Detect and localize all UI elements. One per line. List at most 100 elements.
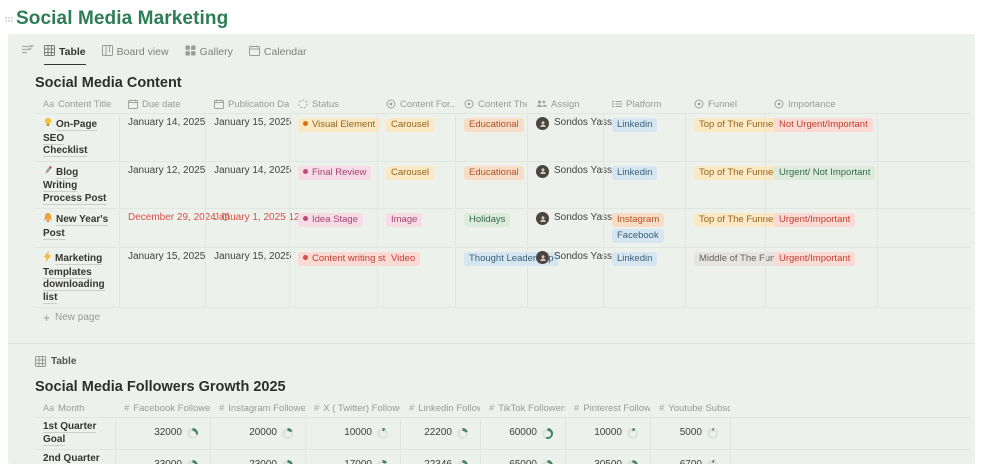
progress-ring-icon [542, 428, 553, 439]
cell-follower-count[interactable]: 32000 [115, 418, 210, 449]
cell-follower-count[interactable]: 60000 [480, 418, 565, 449]
cell-platform[interactable]: Linkedin [603, 161, 685, 208]
column-header[interactable]: #Linkedin Followers [409, 402, 480, 414]
cell-content-format[interactable]: Image [377, 209, 455, 247]
platform-pill: Instagram [612, 213, 665, 227]
cell-publication-date[interactable]: January 14, 2025 [205, 161, 291, 208]
cell-status[interactable]: Content writing stage [289, 248, 407, 307]
cell-due-date[interactable]: January 12, 2025 [119, 161, 205, 208]
cell-importance[interactable]: Urgent/ Not Important [765, 161, 877, 208]
cell-importance[interactable]: Not Urgent/Important [765, 114, 877, 161]
cell-follower-count[interactable]: 33000 [115, 450, 210, 464]
cell-follower-count[interactable]: 22346 [400, 450, 480, 464]
cell-status[interactable]: Final Review [289, 161, 377, 208]
cell-follower-count[interactable]: 6700 [650, 450, 730, 464]
progress-ring-icon [282, 428, 293, 439]
drag-handle-icon[interactable] [4, 12, 14, 26]
column-header[interactable]: Status [289, 95, 377, 113]
column-header[interactable]: #Instagram Followers [219, 402, 305, 414]
cell-assign[interactable]: Sondos Yasser [527, 248, 621, 307]
content-table-title[interactable]: Social Media Content [35, 75, 182, 91]
cell-importance[interactable]: Urgent/Important [765, 248, 877, 307]
cell-title[interactable]: Marketing Templates downloading list [43, 250, 105, 304]
cell-month[interactable]: 1st Quarter Goal [43, 421, 97, 446]
column-header[interactable]: Assign [527, 95, 603, 113]
new-page-button[interactable]: + New page [43, 310, 101, 325]
cell-follower-count[interactable]: 17000 [305, 450, 400, 464]
cell-funnel[interactable]: Top of The Funnel [685, 161, 781, 208]
hash-column-icon: # [489, 402, 495, 414]
cell-month[interactable]: 2nd Quarter Goal [35, 450, 115, 464]
column-header[interactable]: Due date [119, 95, 205, 113]
cell-platform[interactable]: Linkedin [603, 114, 685, 161]
column-header[interactable]: Aa Content Title [43, 98, 112, 110]
cell-due-date[interactable]: December 29, 2024 [119, 209, 229, 247]
cell-blank [730, 418, 970, 449]
cell-content-format[interactable]: Video [377, 248, 455, 307]
cell-follower-count[interactable]: 23000 [210, 450, 305, 464]
growth-table-title[interactable]: Social Media Followers Growth 2025 [35, 379, 286, 395]
cell-blank [730, 450, 970, 464]
tab-board-view[interactable]: Board view [101, 45, 169, 65]
column-header[interactable]: #Youtube Subscribers [659, 402, 730, 414]
cell-follower-count[interactable]: 30500 [565, 450, 650, 464]
growth-block-tab[interactable]: Table [8, 344, 975, 369]
column-header[interactable]: Content For... [377, 95, 455, 113]
column-header[interactable]: Content Theme [455, 95, 527, 113]
column-header[interactable]: Publication Date [205, 95, 289, 113]
cell-follower-count[interactable]: 20000 [210, 418, 305, 449]
cell-content-theme[interactable]: Holidays [455, 209, 527, 247]
cell-funnel[interactable]: Middle of The Funnel [685, 248, 794, 307]
cell-content-theme[interactable]: Educational [455, 114, 527, 161]
column-header-blank [877, 95, 970, 113]
cell-status[interactable]: Idea Stage [289, 209, 377, 247]
cell-follower-count[interactable]: 65000 [480, 450, 565, 464]
cell-follower-count[interactable]: 22200 [400, 418, 480, 449]
cell-publication-date[interactable]: January 15, 2025 [205, 114, 291, 161]
importance-pill: Urgent/Important [774, 252, 856, 266]
cell-platform[interactable]: Linkedin [603, 248, 685, 307]
cell-follower-count[interactable]: 10000 [305, 418, 400, 449]
tab-gallery[interactable]: Gallery [185, 45, 233, 65]
cell-assign[interactable]: Sondos Yasser [527, 209, 621, 247]
tab-table[interactable]: Table [44, 45, 86, 65]
column-header[interactable]: # Facebook Followers [124, 402, 210, 414]
cell-due-date[interactable]: January 14, 2025 [119, 114, 205, 161]
cell-title[interactable]: New Year's Post [43, 213, 109, 240]
column-header[interactable]: Importance [765, 95, 877, 113]
cell-publication-date[interactable]: January 15, 2025 [205, 248, 291, 307]
cell-funnel[interactable]: Top of The Funnel [685, 114, 781, 161]
column-header[interactable]: #Pinterest Followers [574, 402, 650, 414]
cell-blank [877, 161, 970, 208]
cell-publication-date[interactable]: January 1, 2025 12:00 AM [205, 209, 331, 247]
column-header-blank [730, 399, 970, 417]
platform-pill: Linkedin [612, 165, 658, 180]
table-row: Marketing Templates downloading list Janu… [35, 248, 970, 308]
view-options-icon[interactable] [21, 43, 34, 61]
cell-title[interactable]: Blog Writing Process Post [43, 165, 107, 205]
cell-status[interactable]: Visual Element [289, 114, 381, 161]
cell-follower-count[interactable]: 10000 [565, 418, 650, 449]
cell-assign[interactable]: Sondos Yasser [527, 114, 621, 161]
cell-content-theme[interactable]: Thought Leadership [455, 248, 559, 307]
tab-calendar[interactable]: Calendar [248, 45, 307, 65]
cell-platform[interactable]: Instagram Facebook [603, 209, 685, 247]
status-pill: Idea Stage [298, 213, 363, 227]
column-header[interactable]: #X ( Twitter) Followers [314, 402, 400, 414]
column-header[interactable]: Aa Month [43, 402, 85, 414]
cell-content-format[interactable]: Carousel [377, 161, 455, 208]
page-header: Social Media Marketing [0, 0, 1005, 34]
cell-content-theme[interactable]: Educational [455, 161, 527, 208]
cell-title[interactable]: On-Page SEO Checklist [43, 117, 98, 157]
column-header[interactable]: Platform [603, 95, 685, 113]
cell-assign[interactable]: Sondos Yasser [527, 161, 621, 208]
cell-content-format[interactable]: Carousel [377, 114, 455, 161]
page-title[interactable]: Social Media Marketing [16, 8, 229, 29]
cell-funnel[interactable]: Top of The Funnel [685, 209, 781, 247]
cell-due-date[interactable]: January 15, 2025 [119, 248, 205, 307]
column-header[interactable]: Funnel [685, 95, 765, 113]
column-header[interactable]: # TikTok Followers [489, 402, 565, 414]
cell-follower-count[interactable]: 5000 [650, 418, 730, 449]
cell-importance[interactable]: Urgent/Important [765, 209, 877, 247]
